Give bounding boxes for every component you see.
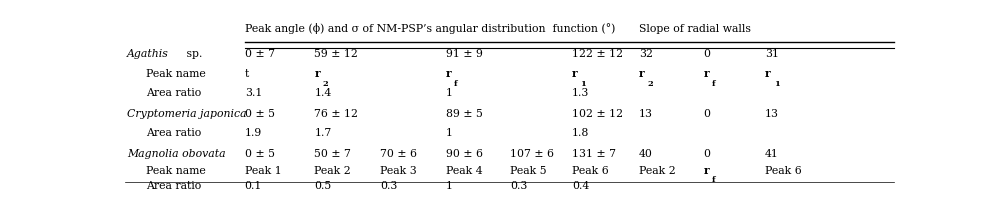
Text: 0: 0: [704, 49, 711, 59]
Text: Peak 1: Peak 1: [245, 166, 281, 176]
Text: f: f: [712, 80, 716, 88]
Text: 91 ± 9: 91 ± 9: [446, 49, 483, 59]
Text: 1.9: 1.9: [245, 128, 261, 138]
Text: 1.7: 1.7: [314, 128, 331, 138]
Text: 32: 32: [639, 49, 653, 59]
Text: t: t: [245, 69, 249, 79]
Text: 2: 2: [648, 80, 654, 88]
Text: Area ratio: Area ratio: [147, 128, 202, 138]
Text: 131 ± 7: 131 ± 7: [572, 150, 616, 160]
Text: 0 ± 7: 0 ± 7: [245, 49, 274, 59]
Text: Area ratio: Area ratio: [147, 88, 202, 98]
Text: 102 ± 12: 102 ± 12: [572, 109, 623, 119]
Text: 1.3: 1.3: [572, 88, 589, 98]
Text: f: f: [712, 176, 716, 184]
Text: 1: 1: [446, 88, 453, 98]
Text: 0.4: 0.4: [572, 181, 589, 191]
Text: Magnolia obovata: Magnolia obovata: [127, 150, 226, 160]
Text: 0.1: 0.1: [245, 181, 262, 191]
Text: 40: 40: [639, 150, 653, 160]
Text: 1.8: 1.8: [572, 128, 589, 138]
Text: 31: 31: [765, 49, 779, 59]
Text: 0.3: 0.3: [380, 181, 397, 191]
Text: r: r: [765, 68, 770, 79]
Text: 0.3: 0.3: [510, 181, 527, 191]
Text: r: r: [446, 68, 451, 79]
Text: r: r: [704, 68, 709, 79]
Text: Peak 2: Peak 2: [314, 166, 351, 176]
Text: 1: 1: [446, 128, 453, 138]
Text: r: r: [704, 165, 709, 176]
Text: Peak 5: Peak 5: [510, 166, 547, 176]
Text: 1: 1: [446, 181, 453, 191]
Text: 70 ± 6: 70 ± 6: [380, 150, 417, 160]
Text: r: r: [639, 68, 645, 79]
Text: Peak name: Peak name: [147, 166, 207, 176]
Text: 1: 1: [580, 80, 586, 88]
Text: 90 ± 6: 90 ± 6: [446, 150, 483, 160]
Text: Peak 3: Peak 3: [380, 166, 417, 176]
Text: 76 ± 12: 76 ± 12: [314, 109, 358, 119]
Text: 0: 0: [704, 109, 711, 119]
Text: Peak 6: Peak 6: [572, 166, 609, 176]
Text: 0 ± 5: 0 ± 5: [245, 109, 274, 119]
Text: Peak 6: Peak 6: [765, 166, 802, 176]
Text: 1: 1: [773, 80, 779, 88]
Text: 2: 2: [322, 80, 328, 88]
Text: 59 ± 12: 59 ± 12: [314, 49, 358, 59]
Text: 1.4: 1.4: [314, 88, 331, 98]
Text: 122 ± 12: 122 ± 12: [572, 49, 623, 59]
Text: Peak angle (ϕ) and σ of NM-PSP’s angular distribution  function (°): Peak angle (ϕ) and σ of NM-PSP’s angular…: [245, 23, 615, 34]
Text: Peak 4: Peak 4: [446, 166, 482, 176]
Text: Area ratio: Area ratio: [147, 181, 202, 191]
Text: r: r: [572, 68, 578, 79]
Text: 107 ± 6: 107 ± 6: [510, 150, 554, 160]
Text: 0 ± 5: 0 ± 5: [245, 150, 274, 160]
Text: 3.1: 3.1: [245, 88, 262, 98]
Text: f: f: [454, 80, 458, 88]
Text: 41: 41: [765, 150, 779, 160]
Text: Peak name: Peak name: [147, 69, 207, 79]
Text: 13: 13: [765, 109, 779, 119]
Text: Slope of radial walls: Slope of radial walls: [639, 24, 750, 34]
Text: 0.5: 0.5: [314, 181, 331, 191]
Text: 0: 0: [704, 150, 711, 160]
Text: 13: 13: [639, 109, 653, 119]
Text: 89 ± 5: 89 ± 5: [446, 109, 483, 119]
Text: Peak 2: Peak 2: [639, 166, 676, 176]
Text: r: r: [314, 68, 320, 79]
Text: sp.: sp.: [183, 49, 203, 59]
Text: Agathis: Agathis: [127, 49, 169, 59]
Text: Cryptomeria japonica: Cryptomeria japonica: [127, 109, 247, 119]
Text: 50 ± 7: 50 ± 7: [314, 150, 351, 160]
